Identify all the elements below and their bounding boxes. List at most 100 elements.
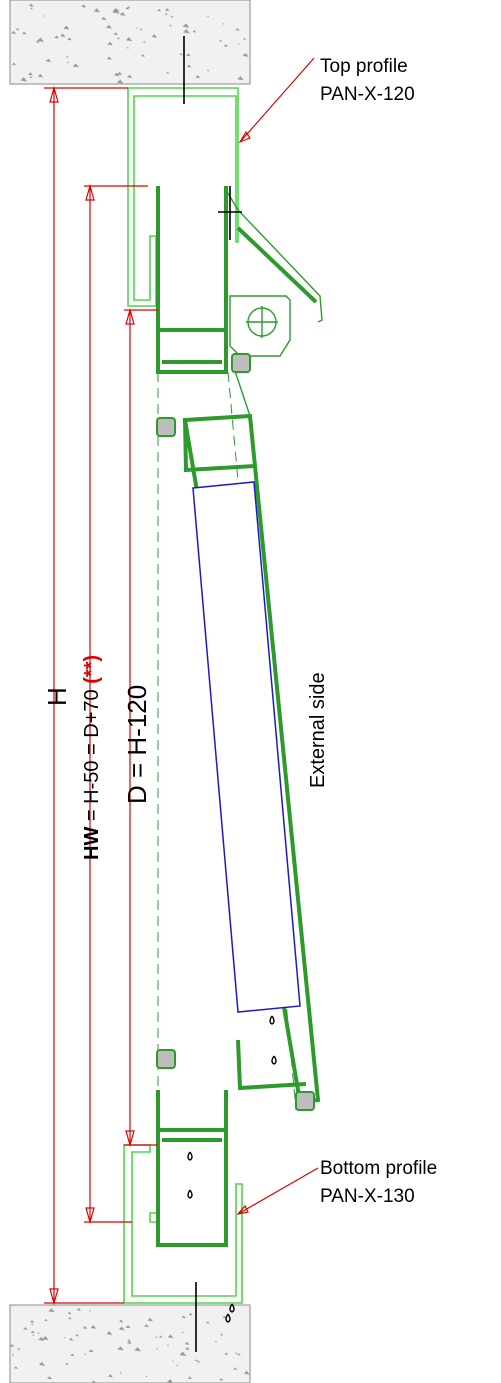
concrete-speck [196,1360,201,1363]
concrete-speck [47,1376,53,1380]
concrete-speck [134,1347,142,1352]
concrete-speck [166,1344,170,1346]
concrete-speck [187,1376,193,1380]
concrete-speck [29,76,33,79]
dimension-hw [84,183,148,1225]
concrete-speck [93,8,101,13]
concrete-speck [147,1317,153,1322]
concrete-speck [113,32,119,36]
concrete-speck [185,53,191,57]
concrete-speck [126,46,130,49]
dimension-h-label: H [42,687,72,706]
seal-3 [156,1049,176,1069]
concrete-speck [37,73,44,78]
concrete-speck [108,1374,113,1378]
concrete-speck [234,1352,238,1354]
concrete-speck [112,8,120,13]
concrete-speck [140,54,145,57]
concrete-speck [195,75,201,79]
concrete-speck [106,56,112,60]
concrete-speck [206,15,210,17]
concrete-speck [15,27,20,31]
concrete-speck [243,1370,250,1375]
concrete-speck [48,1308,55,1313]
concrete-speck [188,1312,193,1316]
concrete-speck [70,1353,75,1357]
concrete-speck [43,15,46,17]
seal-4 [295,1091,315,1111]
concrete-speck [164,8,170,12]
concrete-speck [37,37,44,42]
concrete-speck [155,1347,159,1350]
concrete-speck [20,77,28,82]
concrete-speck [83,1353,87,1356]
concrete-speck [145,1375,148,1377]
concrete-speck [237,1353,241,1356]
concrete-speck [88,1310,92,1312]
dimension-d-label: D = H-120 [122,685,152,804]
concrete-speck [11,30,17,34]
concrete-speck [31,1334,35,1336]
external-side-label: External side [307,672,329,788]
concrete-speck [242,52,249,57]
concrete-speck [219,39,223,42]
dimension-hw-label: HW = H-50 = D+70 (**) [81,655,103,860]
concrete-speck [159,1335,163,1338]
concrete-speck [91,1380,96,1383]
concrete-speck [22,31,27,35]
concrete-speck [184,1341,190,1345]
concrete-speck [37,1332,40,1334]
concrete-speck [68,1337,74,1341]
concrete-top [9,0,251,85]
concrete-speck [11,1353,15,1356]
seal-2 [231,353,251,373]
concrete-speck [13,1366,19,1369]
concrete-speck [164,12,168,15]
concrete-speck [224,1352,229,1355]
concrete-speck [206,69,210,72]
dimension-d [124,307,158,1148]
hw-bold: HW [81,827,103,860]
concrete-speck [237,43,240,45]
concrete-speck [72,63,79,68]
concrete-speck [30,1323,34,1326]
concrete-speck [68,1317,72,1320]
concrete-speck [139,28,143,31]
concrete-speck [181,1331,185,1334]
concrete-speck [82,1325,88,1329]
concrete-speck [76,1308,82,1311]
dimension-h [44,85,128,1306]
concrete-speck [44,1318,48,1322]
fixed-frame-bottom [156,1090,228,1247]
concrete-speck [29,1320,35,1323]
concrete-speck [157,8,162,12]
concrete-speck [167,1334,174,1339]
concrete-speck [117,71,123,75]
concrete-speck [45,58,52,63]
glass-pane [192,481,301,1013]
concrete-bottom [9,1304,251,1383]
concrete-speck [185,1347,190,1351]
concrete-speck [9,1344,15,1347]
concrete-speck [126,1340,132,1344]
concrete-speck [233,1367,238,1371]
concrete-speck [113,72,120,77]
concrete-speck [170,15,174,18]
concrete-speck [235,27,240,31]
concrete-speck [88,1349,94,1353]
concrete-speck [222,1315,227,1319]
concrete-speck [171,1360,174,1362]
concrete-speck [106,1331,113,1336]
concrete-speck [116,79,124,84]
concrete-speck [54,35,60,39]
fixed-frame-top [156,186,323,374]
concrete-speck [118,1319,124,1323]
concrete-speck [194,1359,198,1362]
concrete-speck [125,1325,131,1329]
concrete-speck [142,40,146,43]
concrete-speck [179,53,183,56]
concrete-speck [143,1323,149,1328]
sash-assembly [182,361,321,1105]
concrete-speck [192,30,197,33]
